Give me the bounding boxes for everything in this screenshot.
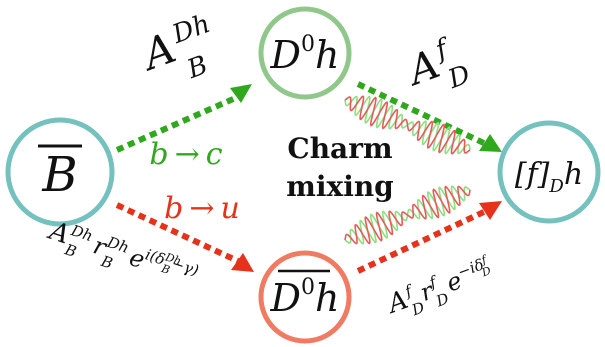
node-d0h-label: D0h xyxy=(270,32,340,77)
svg-text:D: D xyxy=(433,289,451,310)
svg-text:B: B xyxy=(62,240,79,261)
wave-upper xyxy=(344,95,471,155)
transition-b-to-c: b → c xyxy=(149,137,222,172)
svg-text:D: D xyxy=(408,298,426,319)
svg-text:B: B xyxy=(98,252,115,273)
arrow-d0bar-to-f xyxy=(356,201,502,274)
amplitude-a-d-full: A f D r f D e −iδfD xyxy=(382,252,493,320)
amplitude-a-d: A f D xyxy=(399,33,475,96)
node-b-bar: B xyxy=(5,117,115,227)
node-d0bar-h-label: D0h xyxy=(270,275,340,320)
node-b-bar-label: B xyxy=(41,147,77,203)
arrow-d0-to-f xyxy=(356,81,502,152)
svg-text:D: D xyxy=(444,60,475,96)
svg-text:i(δDhB−γ): i(δDhB−γ) xyxy=(141,245,201,286)
node-d0bar-h: D0h xyxy=(258,250,352,344)
transition-b-to-u: b → u xyxy=(164,191,240,226)
svg-text:Dh: Dh xyxy=(168,9,215,50)
node-f-h-label: [f]Dh xyxy=(515,157,583,197)
node-f-h: [f]Dh xyxy=(497,120,601,224)
arrow-b-to-d0bar xyxy=(115,202,254,272)
arrow-b-to-d0 xyxy=(115,84,252,153)
amplitude-a-b: A Dh B xyxy=(133,9,215,85)
amplitude-a-b-full: A Dh B r Dh B e i(δDhB−γ) xyxy=(44,216,201,286)
center-text-charm: Charm xyxy=(287,132,392,165)
node-d0h: D0h xyxy=(258,6,352,100)
wave-lower xyxy=(344,185,471,245)
svg-text:B: B xyxy=(183,50,212,85)
center-text-mixing: mixing xyxy=(286,170,394,203)
